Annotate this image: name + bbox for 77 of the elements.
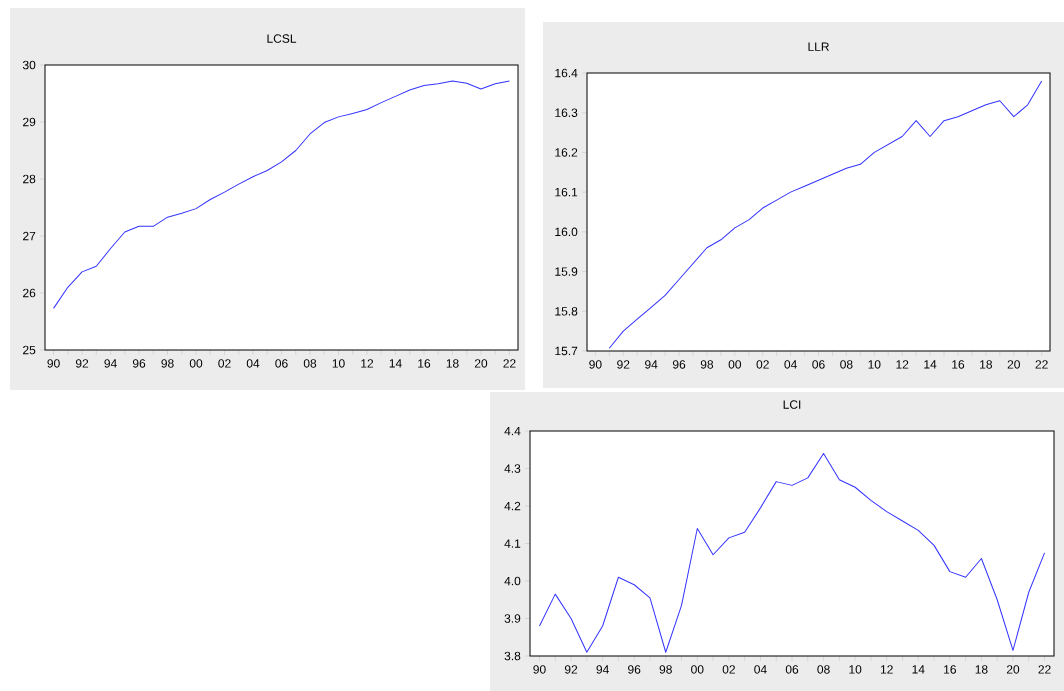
y-tick-label: 3.9 — [504, 614, 521, 623]
x-tick-label: 92 — [75, 359, 89, 368]
y-tick-label: 26 — [23, 288, 36, 298]
x-tick-label: 12 — [361, 359, 374, 368]
x-tick-label: 00 — [189, 359, 203, 368]
y-tick-label: 4.2 — [504, 501, 521, 511]
x-tick-label: 20 — [1006, 665, 1020, 674]
x-tick-label: 98 — [659, 665, 672, 674]
y-tick-label: 29 — [23, 117, 36, 127]
y-tick-label: 4.1 — [504, 539, 521, 548]
x-tick-label: 22 — [1035, 360, 1048, 369]
x-tick-label: 92 — [617, 360, 630, 369]
x-tick-label: 96 — [672, 360, 686, 369]
x-tick-label: 02 — [722, 665, 735, 674]
chart-title: LLR — [808, 42, 829, 51]
x-tick-label: 18 — [980, 360, 993, 369]
x-tick-label: 10 — [868, 360, 881, 369]
x-tick-label: 16 — [952, 360, 965, 369]
y-tick-label: 28 — [23, 174, 36, 184]
x-tick-label: 90 — [533, 665, 546, 674]
x-tick-label: 90 — [589, 360, 602, 369]
x-tick-label: 10 — [332, 359, 345, 368]
x-tick-label: 06 — [812, 360, 825, 369]
y-tick-label: 3.8 — [504, 651, 521, 661]
y-tick-label: 25 — [23, 345, 36, 355]
x-tick-label: 08 — [817, 665, 830, 674]
x-tick-label: 04 — [246, 359, 260, 368]
x-tick-label: 16 — [944, 665, 956, 674]
x-tick-label: 98 — [700, 360, 714, 369]
x-tick-label: 96 — [628, 665, 641, 674]
chart-title: LCSL — [267, 34, 297, 43]
x-tick-label: 16 — [418, 359, 431, 368]
x-tick-label: 12 — [880, 665, 893, 674]
y-tick-label: 16.3 — [555, 108, 578, 117]
x-tick-label: 94 — [104, 359, 117, 368]
x-tick-label: 14 — [924, 360, 937, 369]
x-tick-label: 94 — [645, 360, 658, 369]
x-tick-label: 92 — [564, 665, 578, 674]
x-tick-label: 06 — [275, 359, 288, 368]
x-tick-label: 22 — [1038, 665, 1051, 674]
y-tick-label: 27 — [23, 231, 36, 241]
x-tick-label: 12 — [896, 360, 909, 369]
x-tick-label: 18 — [975, 665, 988, 674]
x-tick-label: 10 — [849, 665, 862, 674]
line-series — [53, 80, 510, 309]
y-tick-label: 16.1 — [555, 187, 578, 197]
x-tick-label: 04 — [784, 360, 797, 369]
y-tick-label: 15.8 — [555, 307, 578, 316]
x-tick-label: 20 — [474, 359, 488, 368]
y-tick-label: 16.2 — [555, 148, 578, 157]
x-tick-label: 96 — [132, 359, 146, 368]
y-tick-label: 15.7 — [555, 346, 578, 356]
x-tick-label: 02 — [756, 360, 769, 369]
x-tick-label: 90 — [47, 359, 60, 368]
y-tick-label: 30 — [22, 60, 36, 70]
x-tick-label: 18 — [446, 359, 459, 368]
x-tick-label: 04 — [754, 665, 767, 674]
x-tick-label: 14 — [912, 665, 925, 674]
x-tick-label: 08 — [840, 360, 853, 369]
y-tick-label: 16.0 — [555, 227, 578, 237]
y-tick-label: 4.4 — [504, 426, 521, 436]
y-tick-label: 15.9 — [555, 267, 578, 276]
x-tick-label: 22 — [503, 359, 516, 368]
x-tick-label: 08 — [303, 359, 317, 368]
x-tick-label: 14 — [389, 359, 402, 368]
line-series — [538, 453, 1046, 653]
x-tick-label: 00 — [691, 665, 704, 674]
x-tick-label: 94 — [596, 665, 609, 674]
x-tick-label: 06 — [785, 665, 799, 674]
x-tick-label: 02 — [218, 359, 231, 368]
x-tick-label: 00 — [728, 360, 742, 369]
x-tick-label: 20 — [1007, 360, 1020, 369]
y-tick-label: 16.4 — [555, 68, 578, 78]
x-tick-label: 98 — [161, 359, 174, 368]
chart-title: LCI — [783, 400, 801, 409]
y-tick-label: 4.3 — [504, 464, 521, 473]
y-tick-label: 4.0 — [504, 576, 521, 586]
